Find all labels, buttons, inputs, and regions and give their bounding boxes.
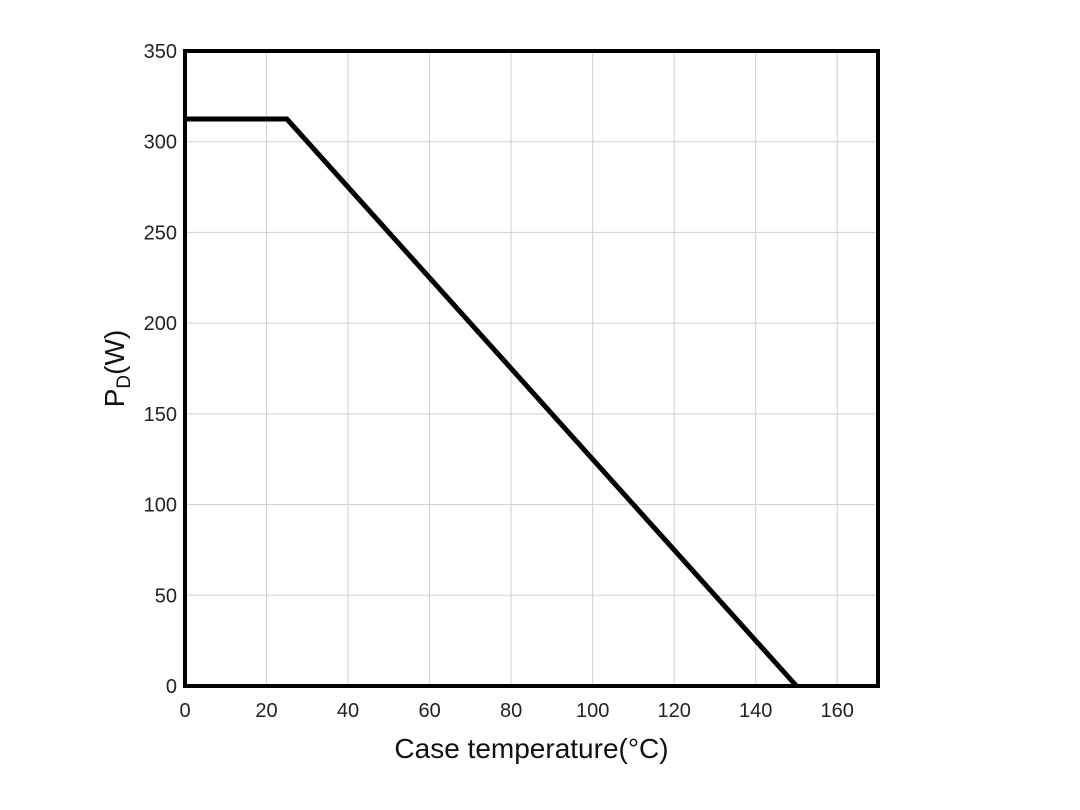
x-tick-label: 160 xyxy=(821,700,854,722)
x-tick-labels: 0 20 40 60 80 100 120 140 160 xyxy=(179,700,853,722)
series-layer xyxy=(185,116,799,688)
y-tick-labels: 0 50 100 150 200 250 300 350 xyxy=(144,41,177,698)
x-tick-label: 60 xyxy=(418,700,440,722)
power-derating-line xyxy=(185,116,799,688)
grid-lines xyxy=(185,51,878,686)
x-tick-label: 0 xyxy=(179,700,190,722)
x-axis-title: Case temperature(°C) xyxy=(394,733,668,764)
x-tick-label: 80 xyxy=(500,700,522,722)
y-tick-label: 100 xyxy=(144,495,177,517)
y-tick-label: 350 xyxy=(144,41,177,63)
y-axis-title-subscript: D xyxy=(114,375,135,389)
x-tick-label: 20 xyxy=(255,700,277,722)
y-tick-label: 300 xyxy=(144,132,177,154)
x-tick-label: 120 xyxy=(657,700,690,722)
y-tick-label: 50 xyxy=(155,585,177,607)
x-tick-label: 140 xyxy=(739,700,772,722)
x-tick-label: 100 xyxy=(576,700,609,722)
y-axis-title-unit: (W) xyxy=(99,330,130,375)
y-axis-title: PD(W) xyxy=(99,330,135,408)
plot-frame xyxy=(183,49,880,688)
y-tick-label: 150 xyxy=(144,404,177,426)
y-tick-label: 0 xyxy=(166,676,177,698)
y-axis-title-main: P xyxy=(99,389,130,408)
x-tick-label: 40 xyxy=(337,700,359,722)
y-tick-label: 250 xyxy=(144,222,177,244)
y-tick-label: 200 xyxy=(144,313,177,335)
